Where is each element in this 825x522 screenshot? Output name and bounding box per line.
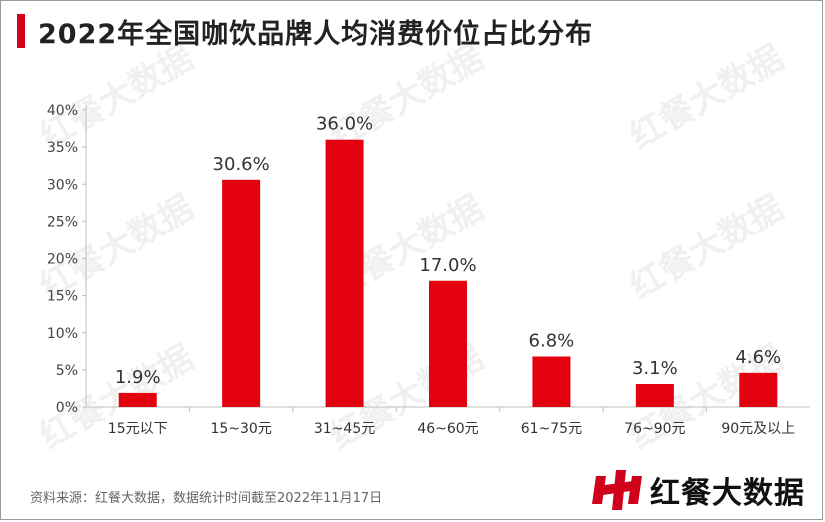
y-tick-label: 10%: [47, 326, 78, 342]
bar: [429, 280, 467, 407]
data-label: 17.0%: [419, 255, 476, 276]
brand-name: 红餐大数据: [650, 476, 805, 511]
x-tick-label: 90元及以上: [721, 421, 795, 437]
bar: [739, 372, 778, 407]
brand-logo: 红餐大数据: [592, 468, 805, 512]
data-label: 4.6%: [735, 347, 781, 368]
source-note: 资料来源：红餐大数据，数据统计时间截至2022年11月17日: [30, 491, 383, 506]
y-tick-label: 25%: [47, 214, 78, 230]
bar: [118, 392, 157, 407]
x-tick-label: 76~90元: [624, 421, 685, 437]
y-tick-label: 5%: [56, 363, 78, 379]
y-tick-label: 20%: [47, 252, 78, 268]
x-tick-label: 15~30元: [210, 421, 271, 437]
bar: [635, 383, 674, 407]
bar: [532, 356, 571, 407]
x-tick-label: 61~75元: [521, 421, 582, 437]
x-tick-label: 31~45元: [314, 421, 375, 437]
y-tick-label: 0%: [56, 400, 78, 416]
y-tick-label: 40%: [47, 103, 78, 119]
data-label: 3.1%: [632, 358, 678, 379]
y-tick-label: 30%: [47, 177, 78, 193]
x-tick-label: 46~60元: [417, 421, 478, 437]
title-accent-bar: [17, 14, 25, 48]
data-label: 36.0%: [316, 114, 373, 135]
y-tick-label: 15%: [47, 289, 78, 305]
bar: [222, 179, 261, 407]
y-tick-label: 35%: [47, 140, 78, 156]
bar: [325, 139, 364, 407]
data-label: 30.6%: [213, 154, 270, 175]
chart-title: 2022年全国咖饮品牌人均消费价位占比分布: [38, 19, 594, 50]
x-tick-label: 15元以下: [108, 421, 168, 437]
data-label: 6.8%: [529, 331, 575, 352]
data-label: 1.9%: [115, 367, 161, 388]
hc-logo-icon: [592, 470, 642, 510]
